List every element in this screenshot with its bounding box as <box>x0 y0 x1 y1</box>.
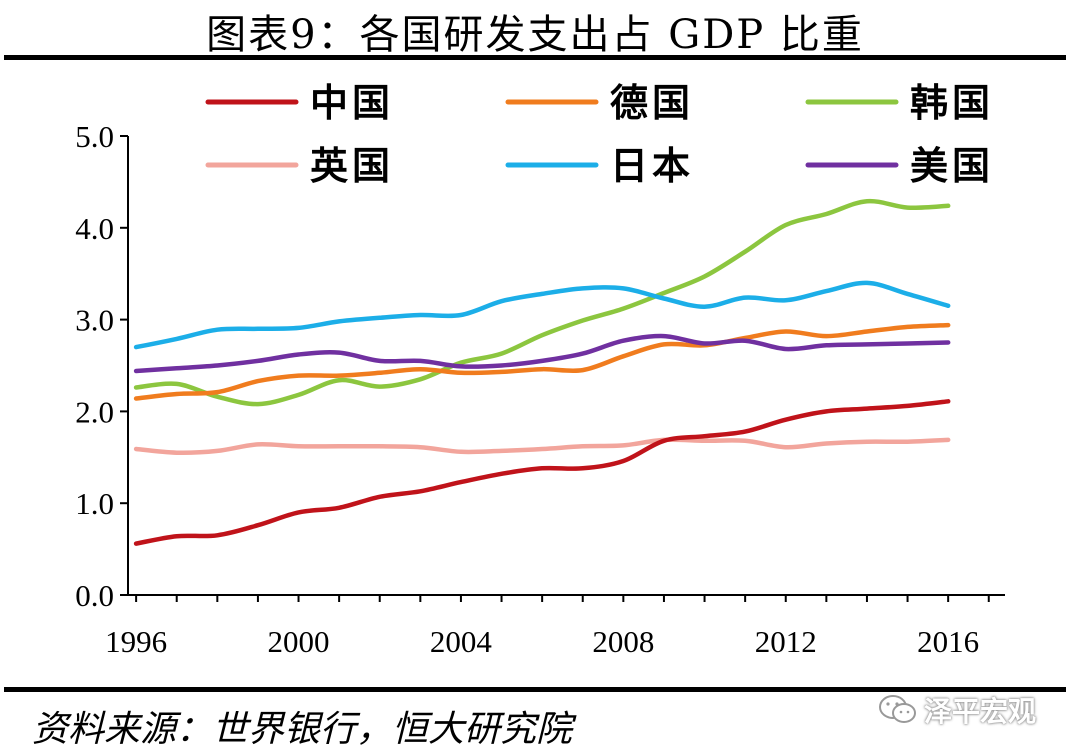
x-tick-label: 2008 <box>592 624 654 659</box>
chart-title: 图表9：各国研发支出占 GDP 比重 <box>206 12 864 58</box>
legend-label: 英国 <box>310 143 394 188</box>
top-rule <box>4 55 1066 60</box>
series-line-3 <box>133 437 951 456</box>
wechat-icon <box>879 695 916 723</box>
legend-label: 美国 <box>910 143 994 188</box>
x-tick-label: 2016 <box>917 624 979 659</box>
y-tick-label: 2.0 <box>75 394 114 429</box>
y-tick-label: 4.0 <box>75 211 114 246</box>
source-note: 资料来源：世界银行，恒大研究院 <box>32 709 573 750</box>
y-tick-label: 3.0 <box>75 303 114 338</box>
legend-label: 中国 <box>310 80 394 125</box>
series-line-5 <box>133 333 951 374</box>
series-line-4 <box>133 280 951 350</box>
x-tick-label: 2004 <box>430 624 493 659</box>
legend-label: 日本 <box>610 143 694 188</box>
y-tick-label: 1.0 <box>75 486 114 521</box>
series-line-0 <box>133 399 951 546</box>
series-line-1 <box>133 322 951 401</box>
bottom-rule <box>4 687 1066 692</box>
legend-label: 德国 <box>610 80 694 125</box>
x-tick-label: 2012 <box>755 624 817 659</box>
watermark: 泽平宏观 <box>878 690 1036 730</box>
x-tick-label: 2000 <box>268 624 330 659</box>
y-tick-label: 5.0 <box>75 119 114 154</box>
legend-label: 韩国 <box>910 80 994 125</box>
watermark-text: 泽平宏观 <box>924 695 1037 728</box>
y-tick-label: 0.0 <box>75 578 114 613</box>
x-tick-label: 1996 <box>105 624 167 659</box>
series-line-2 <box>133 198 951 407</box>
